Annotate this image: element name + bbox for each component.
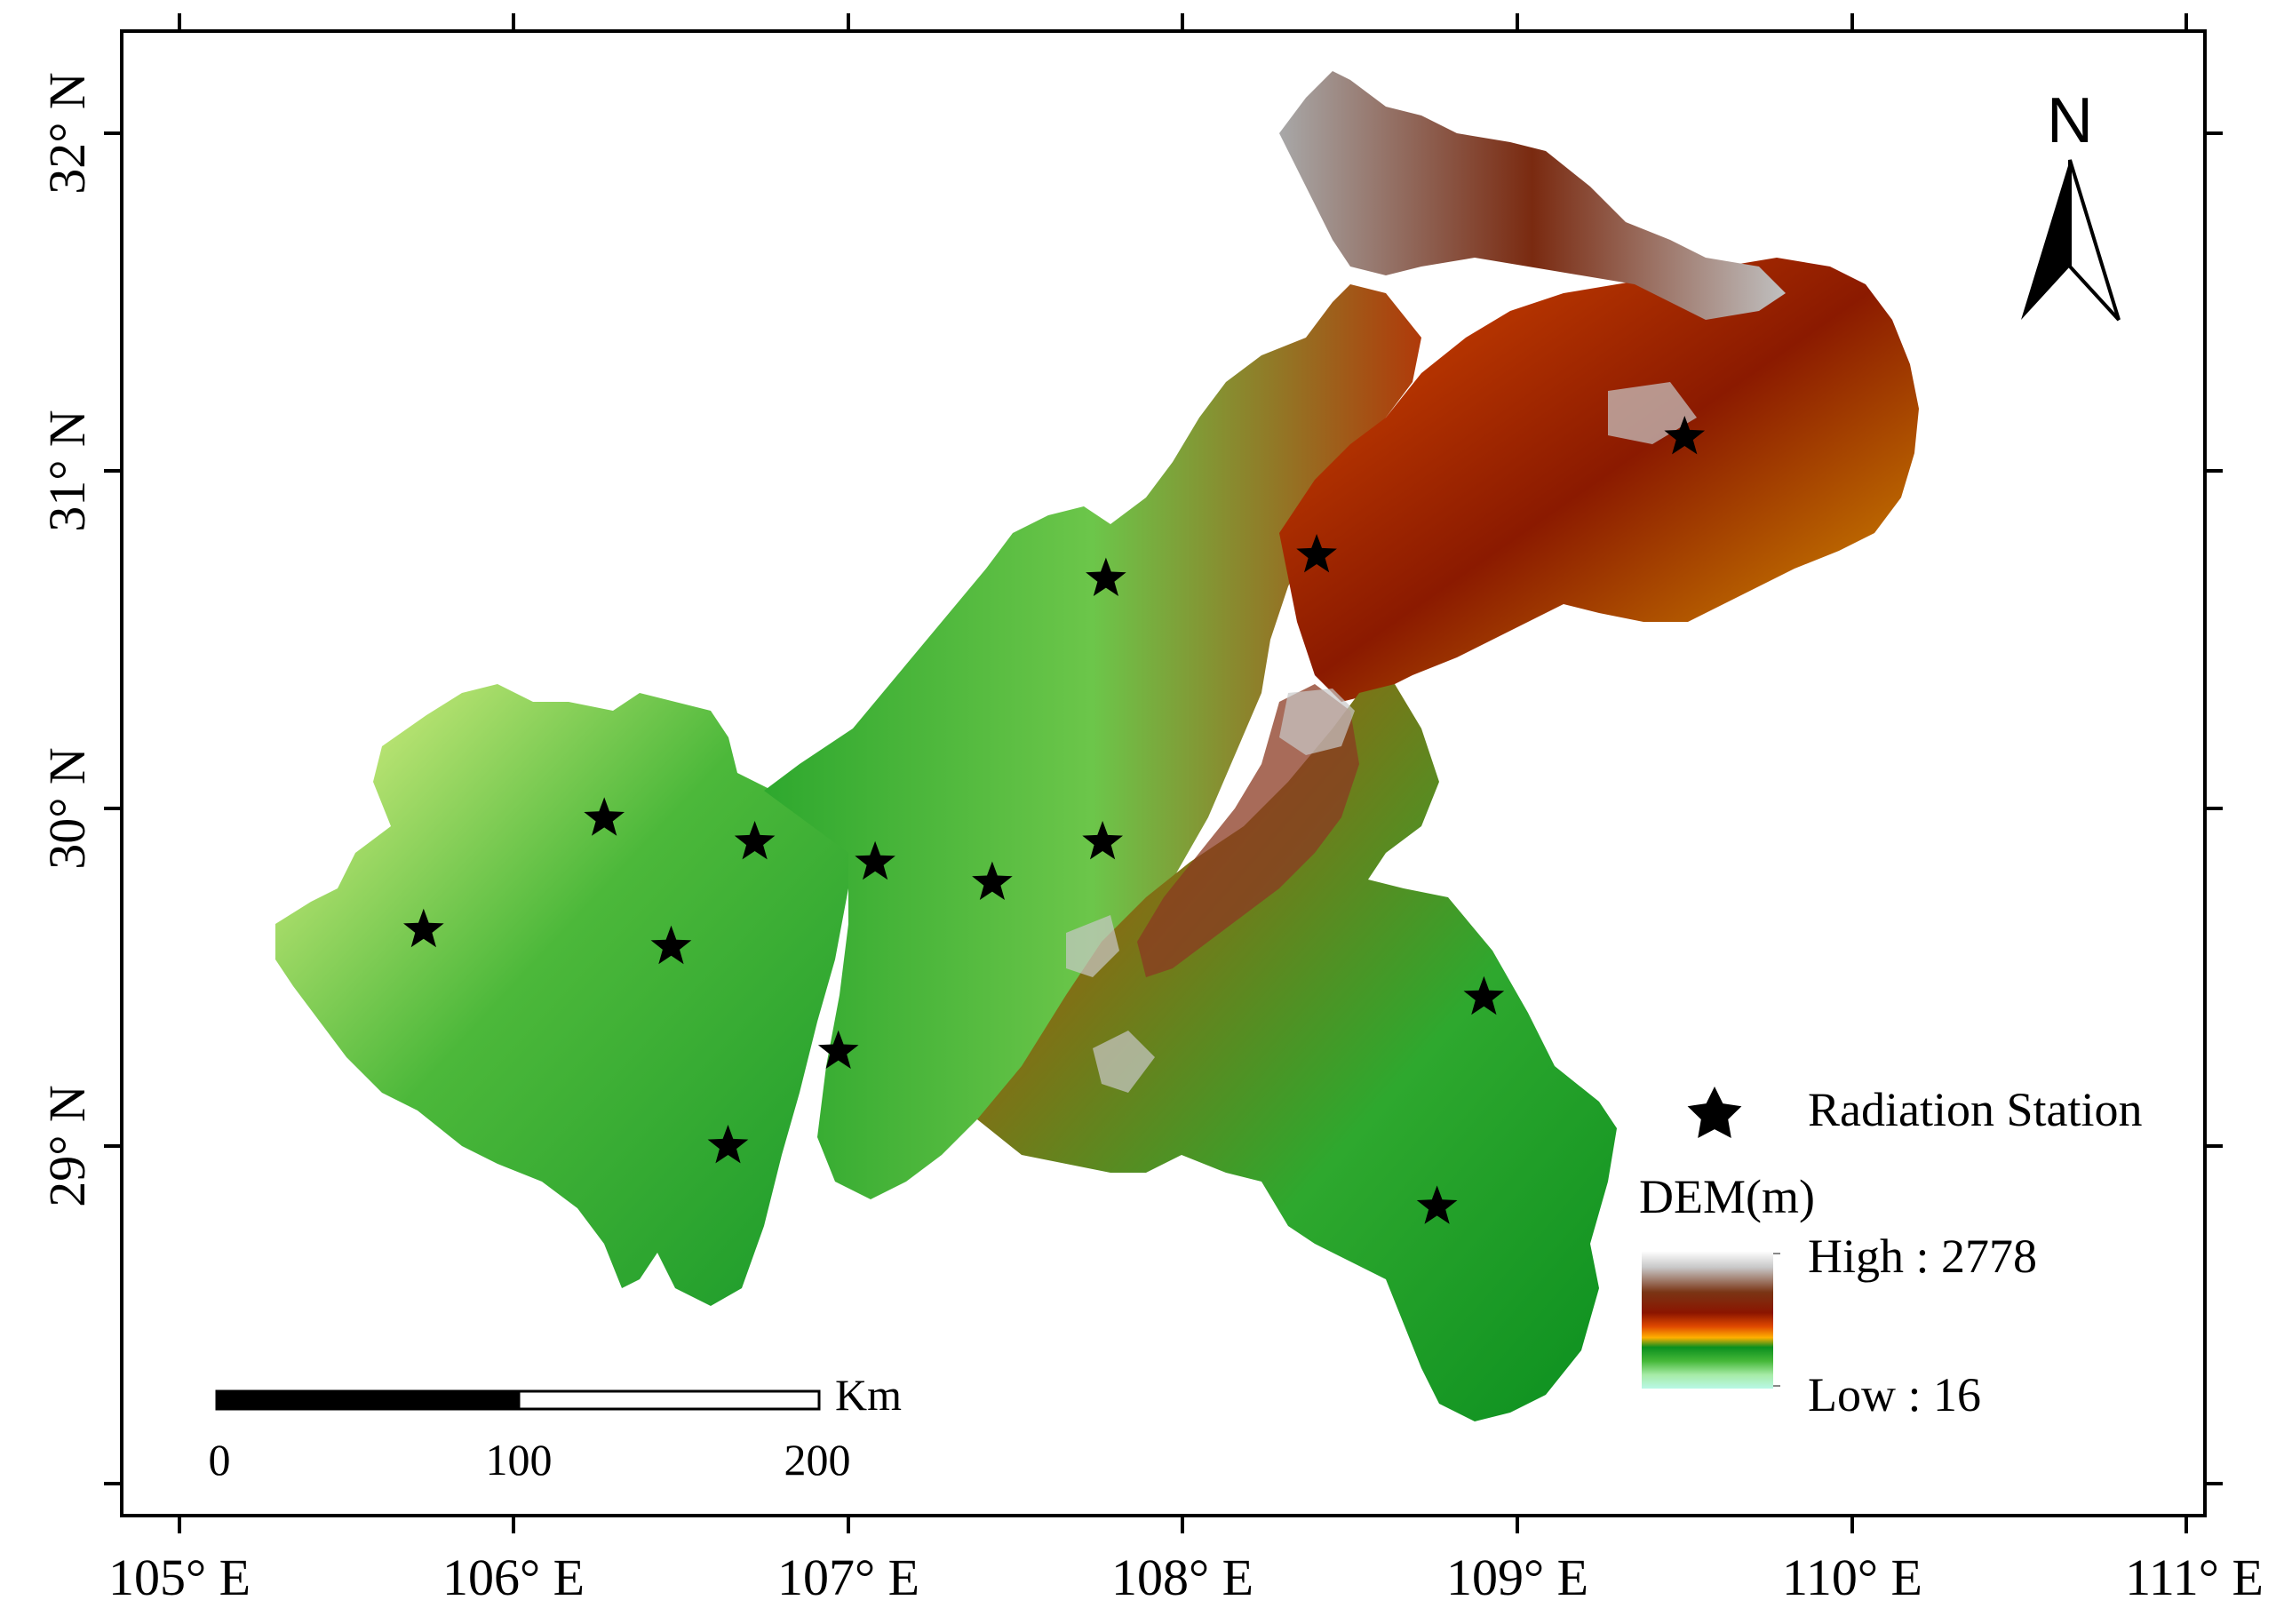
scale-bar-unit: Km [835,1370,902,1420]
stations-layer [403,416,1706,1224]
region-west [275,684,853,1306]
station-star-icon[interactable] [403,908,444,948]
station-star-icon[interactable] [972,861,1013,900]
scale-bar-black-segment [217,1391,519,1409]
latitude-labels: 32° N 31° N 30° N 29° N [38,72,96,1207]
lon-label-105: 105° E [108,1548,251,1606]
legend-dem: DEM(m) High : 2778 Low : 16 [1639,1170,2037,1421]
north-arrow-icon [2021,159,2121,322]
station-star-icon[interactable] [707,1125,749,1164]
region-central [764,284,1421,1199]
lon-label-109: 109° E [1446,1548,1588,1606]
region-southeast [977,684,1617,1421]
station-star-icon[interactable] [817,1030,859,1069]
lat-label-31: 31° N [38,410,96,532]
station-star-icon[interactable] [1086,557,1126,596]
longitude-labels: 105° E 106° E 107° E 108° E 109° E 110° … [108,1548,2264,1606]
scale-tick-0: 0 [209,1435,231,1485]
station-star-icon[interactable] [1082,821,1123,860]
dem-region [275,71,1919,1421]
north-label: N [2047,85,2093,156]
legend-station-label: Radiation Station [1808,1083,2142,1136]
axis-ticks [104,13,2223,1533]
region-east [1279,258,1919,702]
north-arrow: N [2021,85,2121,322]
station-star-icon[interactable] [1463,975,1505,1015]
legend-station: Radiation Station [1687,1083,2142,1138]
region-northeast [1279,71,1786,320]
station-star-icon[interactable] [1416,1185,1458,1224]
station-star-icon[interactable] [734,821,776,860]
scale-tick-100: 100 [486,1435,553,1485]
legend-dem-low: Low : 16 [1808,1368,1981,1421]
scale-bar: Km 0 100 200 [209,1370,903,1485]
region-high-peaks [1137,684,1359,977]
scale-bar-white-segment [517,1389,821,1411]
station-star-icon[interactable] [584,797,625,836]
lat-label-32: 32° N [38,72,96,195]
station-star-icon[interactable] [855,840,895,880]
legend-dem-title: DEM(m) [1639,1170,1815,1223]
legend-dem-colorbar [1642,1251,1773,1389]
lon-label-107: 107° E [777,1548,919,1606]
station-star-icon[interactable] [1296,534,1337,573]
lon-label-110: 110° E [1782,1548,1922,1606]
station-star-icon[interactable] [650,925,692,965]
lat-label-30: 30° N [38,747,96,870]
legend-star-icon [1687,1087,1742,1138]
lon-label-108: 108° E [1111,1548,1253,1606]
lon-label-106: 106° E [442,1548,585,1606]
legend-dem-high: High : 2778 [1808,1230,2037,1283]
scale-tick-200: 200 [784,1435,851,1485]
lon-label-111: 111° E [2125,1548,2264,1606]
lat-label-29: 29° N [38,1085,96,1207]
station-star-icon[interactable] [1664,416,1706,455]
